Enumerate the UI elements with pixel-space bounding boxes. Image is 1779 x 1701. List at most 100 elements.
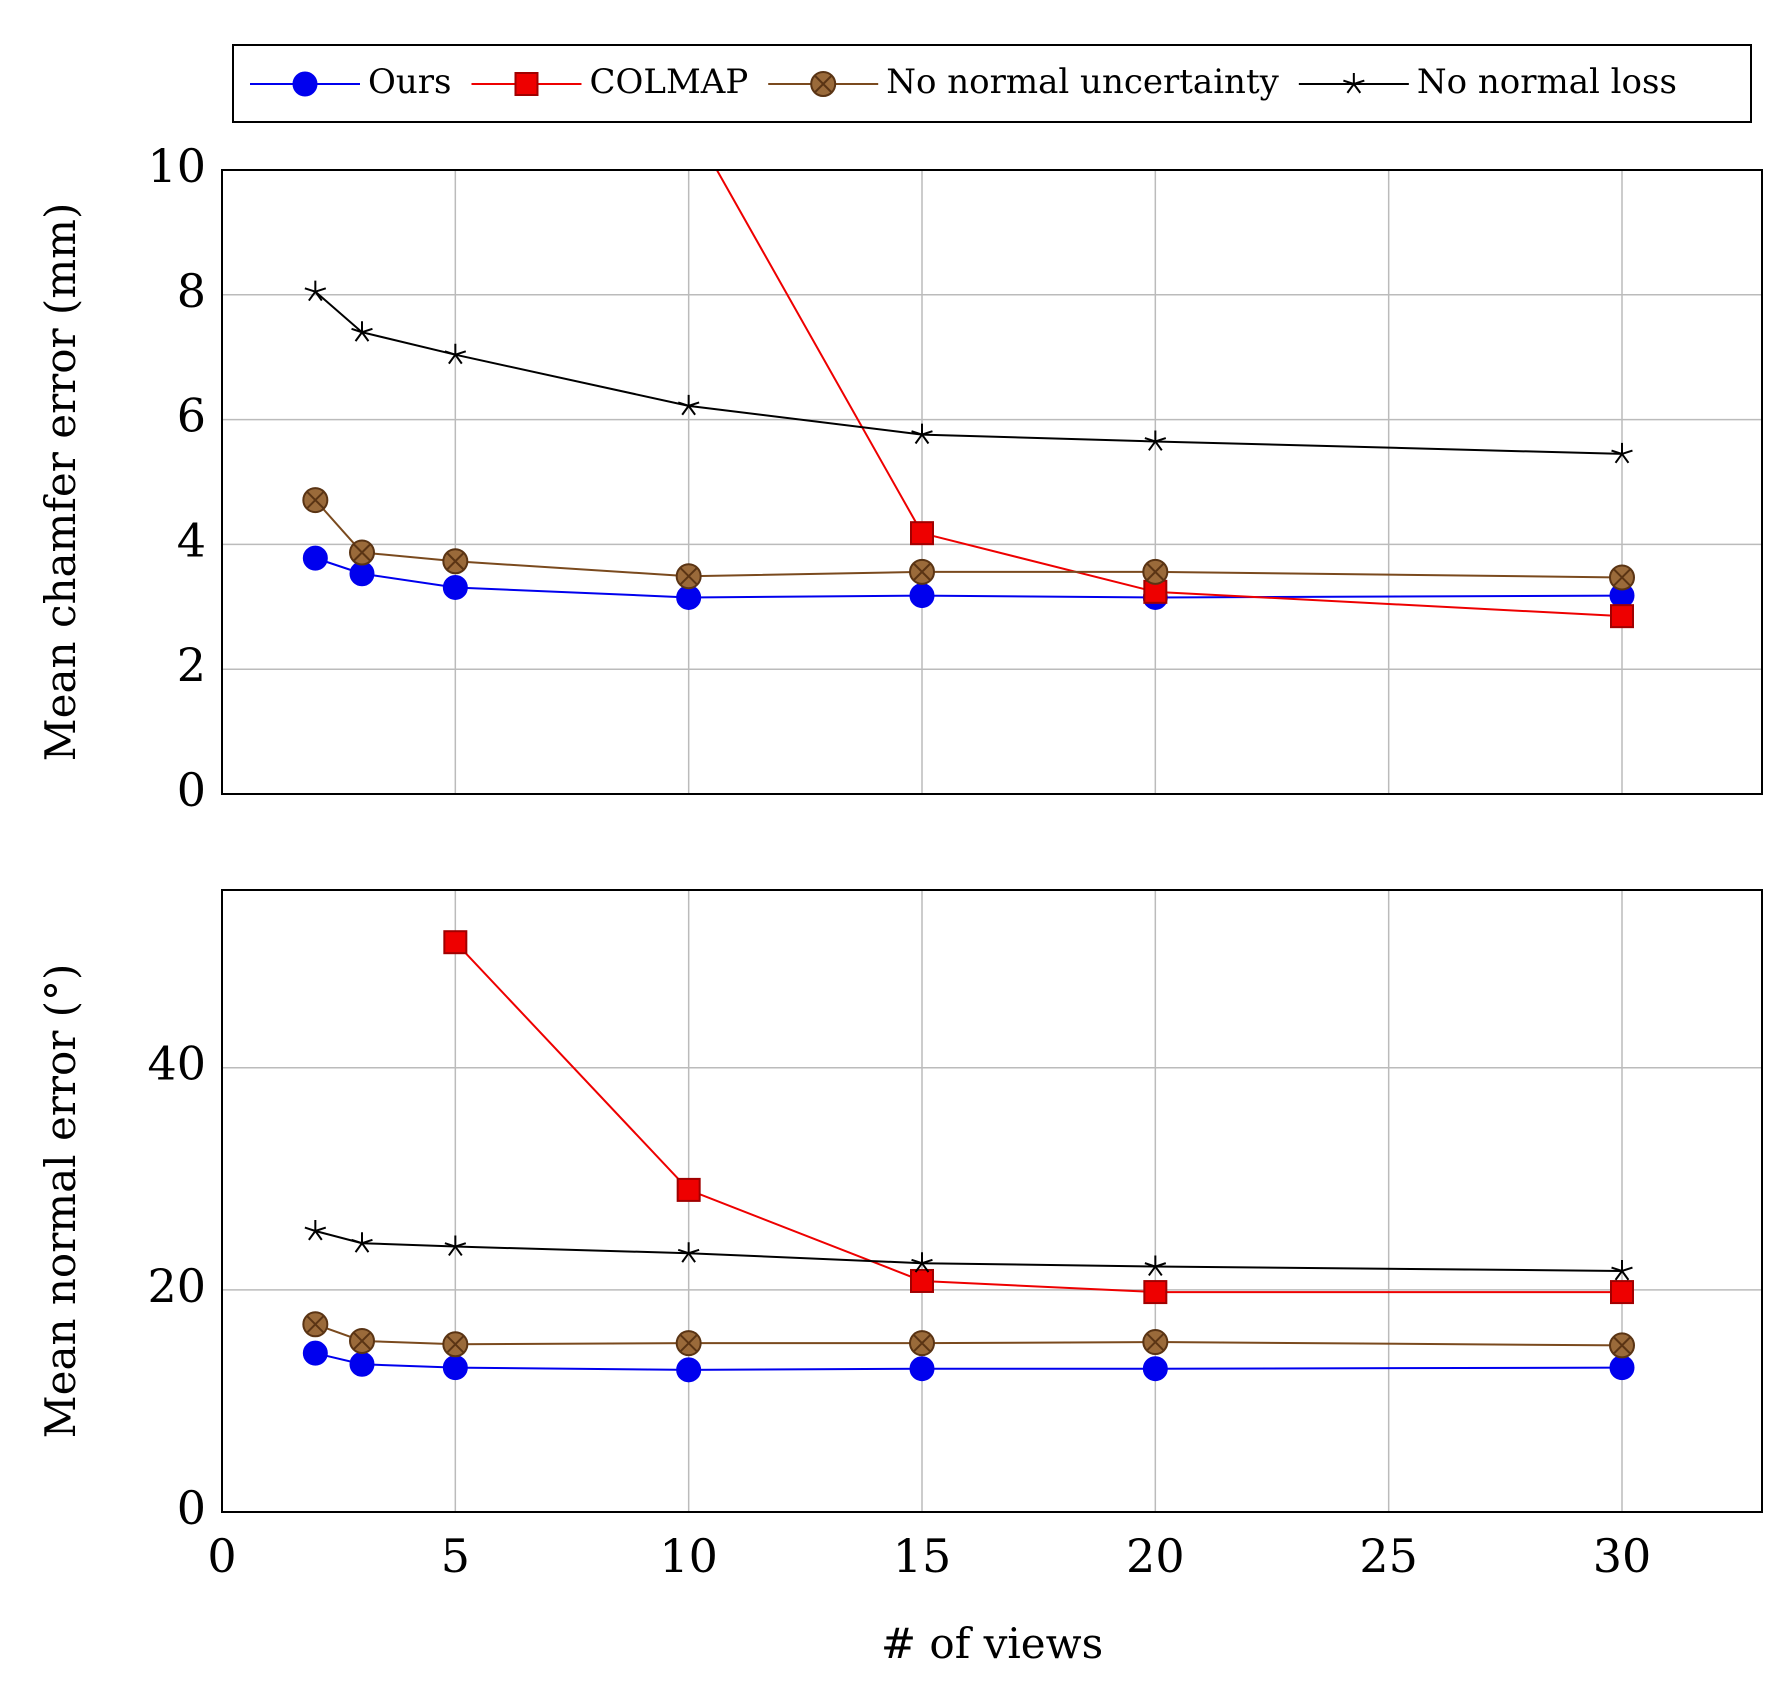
x-tick-label: 30: [1593, 1529, 1652, 1583]
x-axis-label: # of views: [881, 1619, 1103, 1668]
x-tick-label: 5: [441, 1529, 470, 1583]
marker-cross: [306, 1315, 325, 1333]
legend: Ours COLMAP No normal uncertainty No normal…: [232, 44, 1752, 123]
marker-cross: [353, 1332, 371, 1350]
marker-cross: [306, 491, 325, 509]
marker: [302, 1311, 329, 1338]
plot-area: [302, 170, 1635, 629]
marker-cross: [679, 1334, 698, 1352]
marker: [351, 321, 373, 342]
x-tick-label: 10: [659, 1529, 718, 1583]
marker: [304, 280, 327, 302]
marker: [1610, 604, 1634, 629]
marker-cross: [1146, 563, 1165, 581]
legend-label: Ours: [368, 62, 451, 102]
marker: [1144, 430, 1167, 451]
marker-cross: [1613, 1336, 1631, 1355]
marker: [442, 1331, 469, 1358]
marker: [910, 521, 934, 546]
marker-cross: [913, 563, 931, 581]
marker: [444, 343, 467, 365]
y-tick-label: 6: [177, 389, 206, 443]
plot-frame: [221, 889, 1763, 1513]
legend-label: No normal uncertainty: [886, 62, 1279, 102]
marker: [1142, 1329, 1169, 1356]
marker: [810, 71, 837, 97]
plot-area: [302, 930, 1635, 1383]
x-tick-label: 25: [1359, 1529, 1418, 1583]
marker: [442, 1355, 468, 1381]
marker: [1143, 1280, 1168, 1305]
marker: [514, 72, 539, 96]
y-tick-label: 2: [177, 638, 206, 692]
y-tick-label: 8: [177, 264, 206, 318]
marker: [349, 1327, 375, 1354]
marker-cross: [679, 567, 698, 585]
marker: [911, 423, 933, 445]
series-line: [314, 290, 1623, 455]
marker: [909, 583, 935, 609]
marker: [675, 563, 702, 590]
marker-cross: [1613, 568, 1631, 587]
marker: [443, 930, 468, 955]
marker: [442, 574, 468, 600]
marker: [1611, 442, 1633, 464]
marker: [909, 558, 935, 585]
marker: [676, 1177, 701, 1202]
marker: [909, 1330, 935, 1357]
marker: [1609, 564, 1635, 591]
marker: [444, 1235, 467, 1257]
marker: [676, 1357, 702, 1383]
series-line: [314, 499, 1623, 579]
series-line: [315, 1352, 1623, 1371]
marker: [677, 394, 700, 416]
marker-cross: [353, 543, 371, 562]
marker: [304, 1219, 327, 1241]
plot-frame: [221, 169, 1763, 795]
series-line: [314, 1323, 1623, 1347]
marker: [302, 487, 329, 514]
marker: [910, 1268, 934, 1293]
marker: [677, 1242, 700, 1263]
marker-cross: [446, 552, 465, 570]
y-tick-label: 10: [147, 139, 206, 193]
legend-label: COLMAP: [589, 62, 748, 102]
marker: [1610, 1280, 1634, 1305]
marker: [1609, 1332, 1635, 1359]
marker: [351, 1232, 373, 1253]
marker-cross: [446, 1335, 465, 1353]
series-line: [315, 1230, 1623, 1272]
y-tick-label: 40: [147, 1037, 206, 1091]
y-axis-label: Mean chamfer error (mm): [36, 203, 85, 762]
y-tick-label: 4: [177, 513, 206, 567]
x-tick-label: 20: [1126, 1529, 1185, 1583]
y-tick-label: 0: [177, 1481, 206, 1535]
marker: [302, 1340, 328, 1366]
marker-cross: [814, 75, 832, 93]
x-tick-label: 0: [207, 1529, 236, 1583]
marker: [302, 545, 328, 571]
marker: [911, 1252, 933, 1273]
marker: [1343, 73, 1365, 94]
series-line: [454, 941, 1622, 1294]
legend-label: No normal loss: [1417, 62, 1677, 102]
marker: [349, 1351, 375, 1377]
marker: [1609, 1355, 1635, 1381]
marker: [1611, 1259, 1633, 1281]
marker: [675, 1330, 702, 1357]
marker-cross: [913, 1334, 931, 1352]
marker: [442, 548, 469, 575]
marker: [1142, 558, 1169, 585]
marker: [1142, 1356, 1168, 1382]
series-line: [715, 170, 1623, 618]
marker-cross: [1146, 1333, 1165, 1351]
marker: [349, 539, 375, 566]
y-axis-label: Mean normal error (°): [36, 964, 85, 1439]
marker: [909, 1356, 935, 1382]
x-tick-label: 15: [893, 1529, 952, 1583]
marker: [292, 71, 318, 97]
y-tick-label: 20: [147, 1259, 206, 1313]
marker: [1144, 1255, 1167, 1277]
